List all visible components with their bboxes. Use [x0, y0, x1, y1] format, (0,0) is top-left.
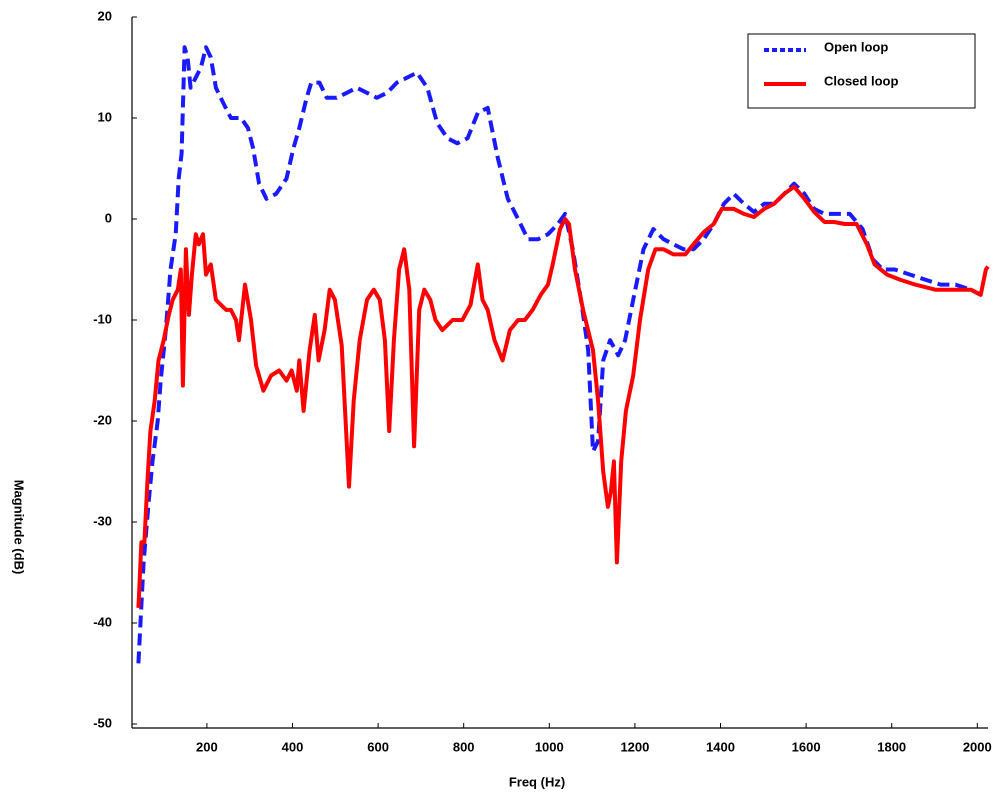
series-line	[136, 184, 990, 608]
x-tick-label: 800	[453, 739, 475, 754]
y-tick-label: 0	[105, 210, 112, 225]
x-tick-label: 1200	[620, 739, 649, 754]
legend-label: Open loop	[824, 39, 888, 54]
x-tick-label: 1800	[877, 739, 906, 754]
y-tick-label: -10	[93, 311, 112, 326]
x-tick-label: 400	[282, 739, 304, 754]
x-tick-label: 1400	[706, 739, 735, 754]
y-tick-label: -40	[93, 614, 112, 629]
legend-label: Closed loop	[824, 73, 898, 88]
x-tick-label: 600	[367, 739, 389, 754]
x-axis-label: Freq (Hz)	[509, 774, 565, 789]
series-line	[136, 45, 982, 664]
y-tick-label: 10	[98, 109, 112, 124]
x-tick-label: 1000	[535, 739, 564, 754]
x-tick-label: 2000	[963, 739, 992, 754]
y-tick-label: -50	[93, 715, 112, 730]
y-tick-label: -30	[93, 513, 112, 528]
y-tick-label: 20	[98, 8, 112, 23]
x-tick-label: 1600	[792, 739, 821, 754]
y-axis-label: Magnitude (dB)	[12, 480, 27, 575]
y-tick-label: -20	[93, 412, 112, 427]
x-tick-label: 200	[196, 739, 218, 754]
legend-box	[747, 33, 976, 109]
